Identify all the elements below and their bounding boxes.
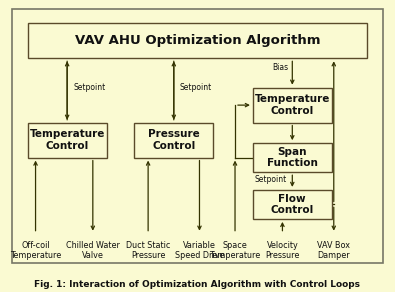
Text: VAV AHU Optimization Algorithm: VAV AHU Optimization Algorithm: [75, 34, 320, 47]
Text: Temperature
Control: Temperature Control: [30, 129, 105, 151]
Text: Bias: Bias: [272, 63, 288, 72]
Bar: [253, 190, 332, 219]
Text: Temperature
Control: Temperature Control: [255, 94, 330, 116]
Text: Setpoint: Setpoint: [254, 175, 286, 184]
Text: Pressure
Control: Pressure Control: [148, 129, 200, 151]
Bar: [12, 9, 383, 263]
Bar: [253, 143, 332, 172]
Bar: [28, 123, 107, 158]
Bar: [253, 88, 332, 123]
Text: VAV Box
Damper: VAV Box Damper: [317, 241, 350, 260]
Text: Flow
Control: Flow Control: [271, 194, 314, 215]
Text: Off-coil
Temperature: Off-coil Temperature: [10, 241, 61, 260]
Text: Setpoint: Setpoint: [180, 83, 212, 92]
Text: Velocity
Pressure: Velocity Pressure: [265, 241, 300, 260]
Text: Setpoint: Setpoint: [73, 83, 105, 92]
Text: Chilled Water
Valve: Chilled Water Valve: [66, 241, 120, 260]
Text: Fig. 1: Interaction of Optimization Algorithm with Control Loops: Fig. 1: Interaction of Optimization Algo…: [34, 280, 361, 289]
Bar: [28, 23, 367, 58]
Text: Duct Static
Pressure: Duct Static Pressure: [126, 241, 170, 260]
Text: Space
Temperature: Space Temperature: [209, 241, 261, 260]
Bar: [134, 123, 213, 158]
Text: Span
Function: Span Function: [267, 147, 318, 168]
Text: Variable
Speed Drive: Variable Speed Drive: [175, 241, 224, 260]
